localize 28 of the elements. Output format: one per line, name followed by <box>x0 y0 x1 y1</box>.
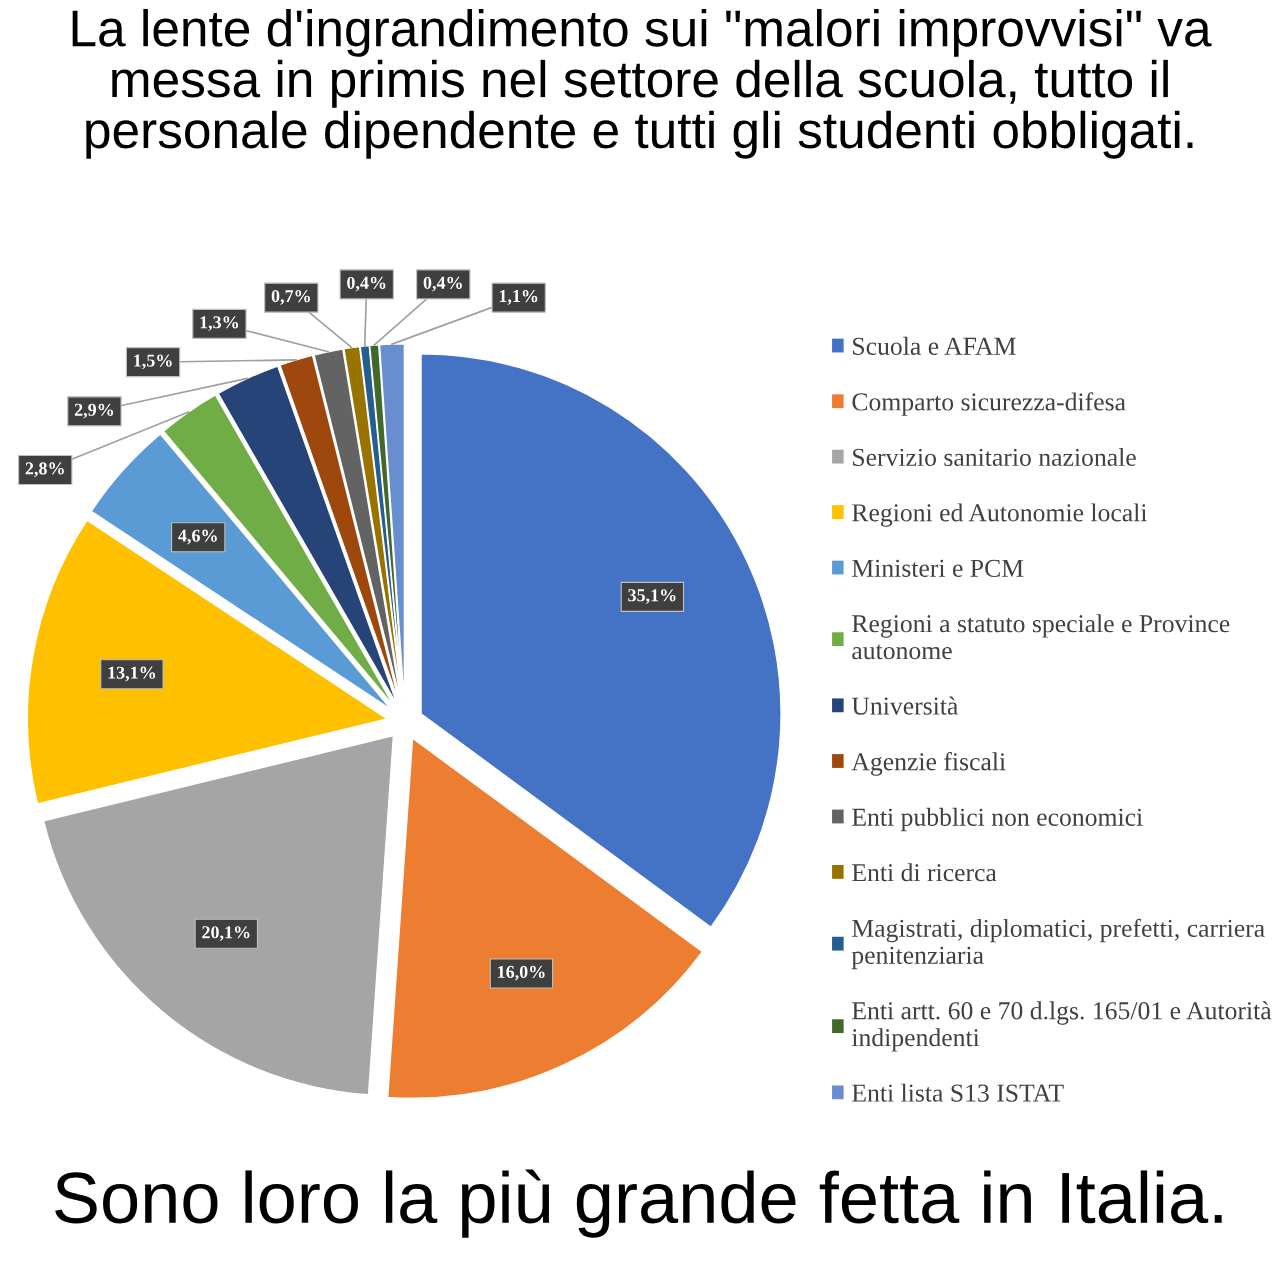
legend-label: Regioni a statuto speciale e Province autonome <box>852 614 1230 660</box>
legend-label: Comparto sicurezza-difesa <box>852 392 1126 416</box>
data-label: 20,1% <box>202 926 250 941</box>
legend-label: Enti pubblici non economici <box>852 807 1143 832</box>
legend-label: Ministeri e PCM <box>852 559 1024 577</box>
data-label: 13,1% <box>108 666 156 682</box>
chart-title: La lente d'ingrandimento sui "malori improvvisi" va messa in primis nel settore della scuola, tutto il personale dipendente e tutti gli studenti obbligati. <box>72 8 1212 159</box>
legend-label: Enti di ricerca <box>852 863 997 882</box>
legend-label: Magistrati, diplomatici, prefetti, carriera penitenziaria <box>851 918 1265 970</box>
legend-label: Regioni ed Autonomie locali <box>852 503 1147 527</box>
legend-label: Enti artt. 60 e 70 d.lgs. 165/01 e Autorità indipendenti <box>851 1001 1272 1052</box>
legend-label: Enti lista S13 ISTAT <box>852 1083 1064 1102</box>
data-label: 16,0% <box>498 965 545 981</box>
text: Sono loro la più grande fetta in Italia. <box>55 1169 1222 1238</box>
data-label: 1,3% <box>200 316 239 331</box>
data-label: 0,4% <box>423 276 462 292</box>
legend-label: Servizio sanitario nazionale <box>853 447 1136 467</box>
data-label: 35,1% <box>628 589 676 604</box>
data-label: 0,7% <box>271 290 310 305</box>
legend-label: Scuola e AFAM <box>853 336 1016 355</box>
data-label: 1,1% <box>499 290 538 305</box>
data-label: 0,4% <box>347 276 386 292</box>
legend-label: Università <box>851 696 959 715</box>
data-label: 1,5% <box>134 354 172 370</box>
legend-label: Agenzie fiscali <box>851 752 1006 776</box>
data-label: 4,6% <box>178 529 217 545</box>
data-label: 2,8% <box>25 462 64 478</box>
data-label: 2,9% <box>74 403 114 419</box>
